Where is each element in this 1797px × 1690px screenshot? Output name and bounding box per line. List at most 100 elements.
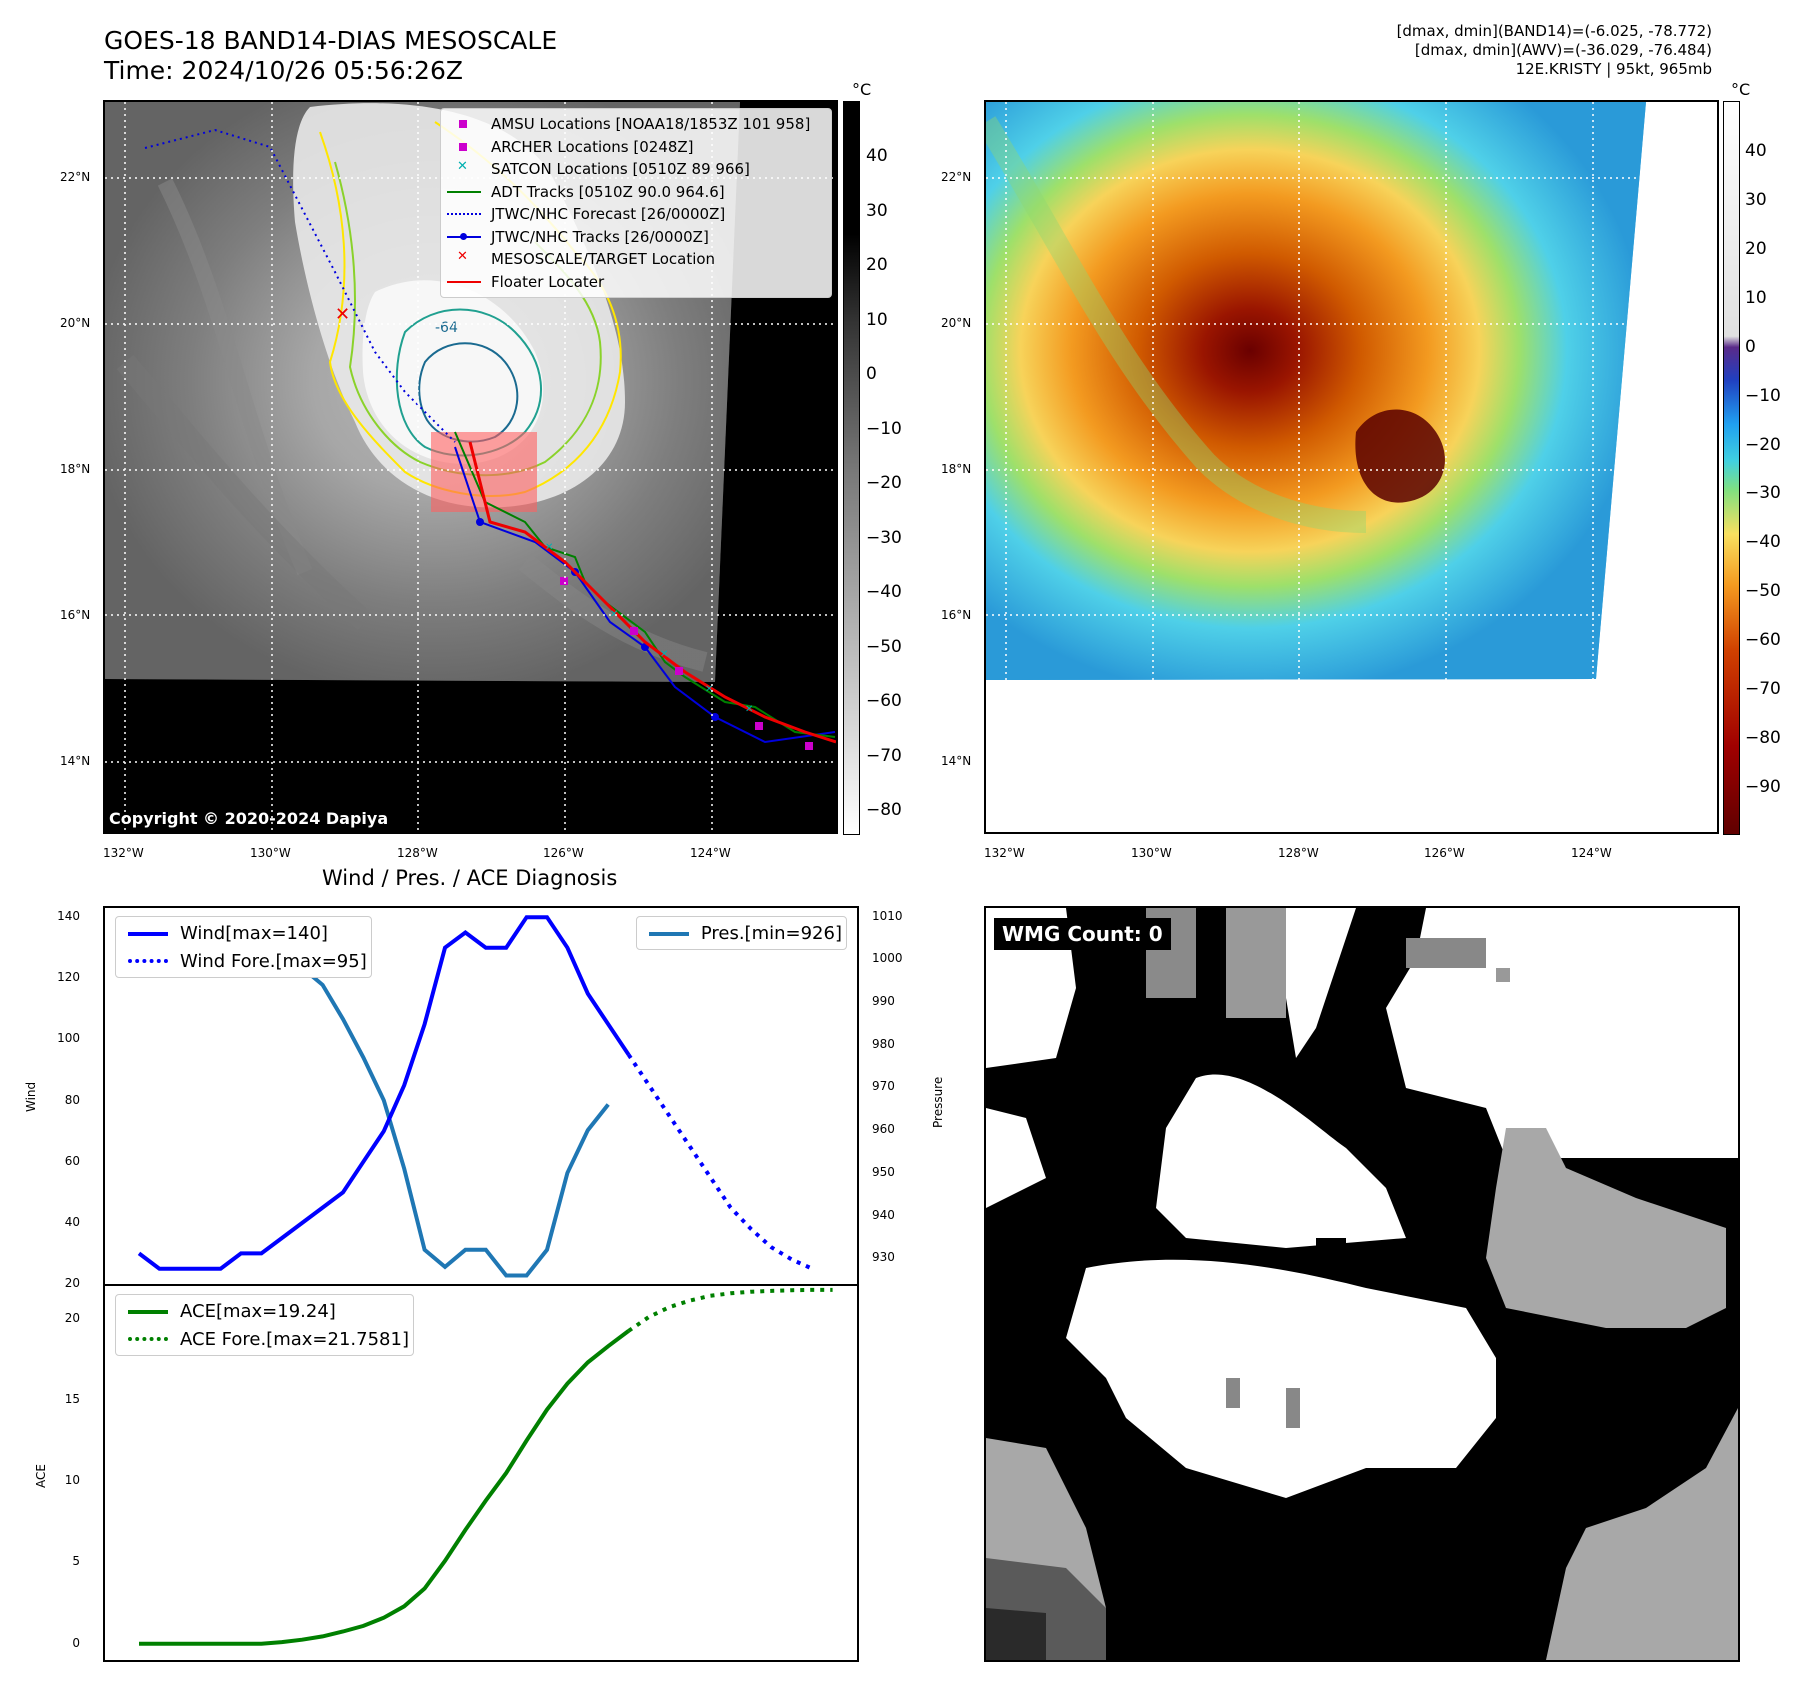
map-legend: AMSU Locations [NOAA18/1853Z 101 958] AR… — [440, 108, 832, 298]
colorbar-tick-label: 20 — [1745, 238, 1767, 259]
wind-line — [137, 915, 631, 1271]
colorbar-tick-label: −60 — [866, 691, 902, 711]
lat-tick: 18°N — [941, 462, 972, 476]
x-marker-icon: ✕ — [457, 249, 468, 265]
copyright-text: Copyright © 2020-2024 Dapiya — [109, 809, 389, 828]
legend-item-archer: ARCHER Locations [0248Z] — [441, 136, 831, 159]
pressure-tick-label: 1010 — [872, 908, 903, 923]
ir-map-panel: -64 ✕ ✕ ✕ ✕ ✕ ✕ Copyright © 2020-2024 Dapiya… — [103, 100, 838, 834]
lon-tick: 124°W — [1571, 846, 1612, 860]
colorbar-tick-label: −70 — [1745, 679, 1781, 700]
colorbar-tick-label: 10 — [1745, 287, 1767, 308]
lon-tick: 126°W — [1424, 846, 1465, 860]
ace-tick-label: 20 — [64, 1310, 80, 1325]
legend-label: Floater Locater — [491, 272, 605, 291]
wmg-panel: WMG Count: 0 — [984, 906, 1740, 1662]
wind-tick-label: 100 — [57, 1031, 80, 1046]
lat-tick: 20°N — [60, 316, 91, 330]
colorbar-tick-label: −70 — [866, 745, 902, 766]
pressure-tick-label: 990 — [872, 994, 895, 1008]
lat-tick: 22°N — [60, 170, 91, 184]
pressure-tick-label: 950 — [872, 1164, 895, 1179]
legend-item-floater: Floater Locater — [441, 271, 831, 294]
svg-text:✕: ✕ — [610, 609, 618, 620]
legend-label: ADT Tracks [0510Z 90.0 964.6] — [491, 182, 725, 201]
legend-label: SATCON Locations [0510Z 89 966] — [491, 160, 750, 179]
square-marker-icon — [447, 138, 481, 156]
pressure-axis-label: Pressure — [931, 1076, 945, 1128]
legend-label: MESOSCALE/TARGET Location — [491, 250, 716, 269]
colorbar-tick-label: −80 — [866, 800, 902, 820]
stats-line1: [dmax, dmin](BAND14)=(-6.025, -78.772) — [1396, 22, 1712, 40]
pressure-line — [139, 944, 610, 1278]
pressure-tick-label: 930 — [872, 1250, 895, 1265]
ace-tick-label: 5 — [72, 1554, 80, 1569]
colorbar-tick-label: 30 — [866, 200, 888, 221]
colorbar-tick-label: 40 — [866, 146, 888, 166]
legend-item-wind-forecast: Wind Fore.[max=95] — [120, 947, 367, 975]
pressure-legend: Pres.[min=926] — [635, 916, 847, 950]
lon-tick: 132°W — [984, 846, 1025, 860]
dotted-line-icon — [128, 1330, 168, 1348]
colorbar-unit: °C — [1731, 80, 1751, 99]
wind-pressure-axes: Wind[max=140] Wind Fore.[max=95] Pres.[m… — [103, 906, 859, 1286]
figure-title-line1: GOES-18 BAND14-DIAS MESOSCALE — [104, 26, 558, 55]
legend-label: ACE Fore.[max=21.7581] — [180, 1328, 409, 1350]
color-colorbar — [1723, 101, 1740, 835]
colorbar-tick-label: −50 — [866, 636, 902, 657]
pressure-tick-label: 1000 — [872, 951, 903, 966]
legend-label: JTWC/NHC Forecast [26/0000Z] — [491, 205, 726, 224]
legend-item-adt: ADT Tracks [0510Z 90.0 964.6] — [441, 181, 831, 204]
ace-axes: ACE[max=19.24] ACE Fore.[max=21.7581] — [103, 1284, 859, 1662]
stats-line2: [dmax, dmin](AWV)=(-36.029, -76.484) — [1414, 41, 1712, 59]
lon-tick: 128°W — [1278, 846, 1319, 860]
colorbar-tick-label: 30 — [1745, 189, 1767, 210]
lon-tick: 124°W — [690, 846, 731, 860]
color-map-image — [986, 102, 1717, 832]
legend-item-satcon: ✕ SATCON Locations [0510Z 89 966] — [441, 158, 831, 181]
pressure-tick-label: 940 — [872, 1207, 895, 1222]
contour-label: -64 — [435, 320, 458, 336]
colorbar-tick-label: 0 — [866, 364, 877, 384]
legend-label: ARCHER Locations [0248Z] — [491, 137, 694, 156]
floater-track — [468, 441, 836, 744]
colorbar-tick-label: −50 — [1745, 581, 1781, 602]
legend-label: Wind Fore.[max=95] — [180, 950, 367, 972]
ace-plot — [139, 1287, 833, 1646]
colorbar-tick-label: 10 — [866, 309, 888, 330]
lat-tick: 20°N — [941, 316, 972, 330]
ace-forecast-line — [627, 1287, 833, 1333]
legend-item-wind: Wind[max=140] — [120, 919, 367, 947]
pressure-tick-label: 960 — [872, 1122, 895, 1137]
colorbar-tick-label: 40 — [1745, 141, 1767, 161]
wmg-image — [986, 908, 1738, 1660]
wmg-count-label: WMG Count: 0 — [994, 918, 1171, 950]
legend-item-pressure: Pres.[min=926] — [641, 919, 842, 947]
line-icon — [447, 273, 481, 291]
ace-tick-label: 0 — [72, 1635, 80, 1650]
colorbar-tick-label: −60 — [1745, 630, 1781, 651]
colorbar-tick-label: −20 — [866, 473, 902, 493]
legend-item-ace-forecast: ACE Fore.[max=21.7581] — [120, 1325, 409, 1353]
lon-tick: 130°W — [250, 846, 291, 860]
lon-tick: 130°W — [1131, 846, 1172, 860]
square-marker-icon — [447, 115, 481, 133]
wind-tick-label: 80 — [64, 1092, 80, 1107]
svg-text:✕: ✕ — [660, 649, 668, 660]
line-icon — [128, 1302, 168, 1320]
colorbar-unit: °C — [852, 80, 872, 99]
wind-tick-label: 20 — [64, 1276, 80, 1290]
ace-line — [139, 1329, 630, 1646]
ace-tick-label: 15 — [64, 1391, 80, 1406]
wind-tick-label: 40 — [64, 1214, 80, 1229]
lat-tick: 14°N — [60, 754, 91, 768]
lon-tick: 126°W — [543, 846, 584, 860]
grayscale-colorbar — [843, 101, 860, 835]
legend-item-forecast: JTWC/NHC Forecast [26/0000Z] — [441, 203, 831, 226]
ace-legend: ACE[max=19.24] ACE Fore.[max=21.7581] — [115, 1294, 414, 1356]
wind-tick-label: 60 — [64, 1153, 80, 1168]
colorbar-tick-label: −20 — [1745, 434, 1781, 455]
wind-forecast-line — [626, 1053, 814, 1271]
wind-axis-label: Wind — [24, 1081, 38, 1112]
lat-tick: 16°N — [60, 608, 91, 622]
